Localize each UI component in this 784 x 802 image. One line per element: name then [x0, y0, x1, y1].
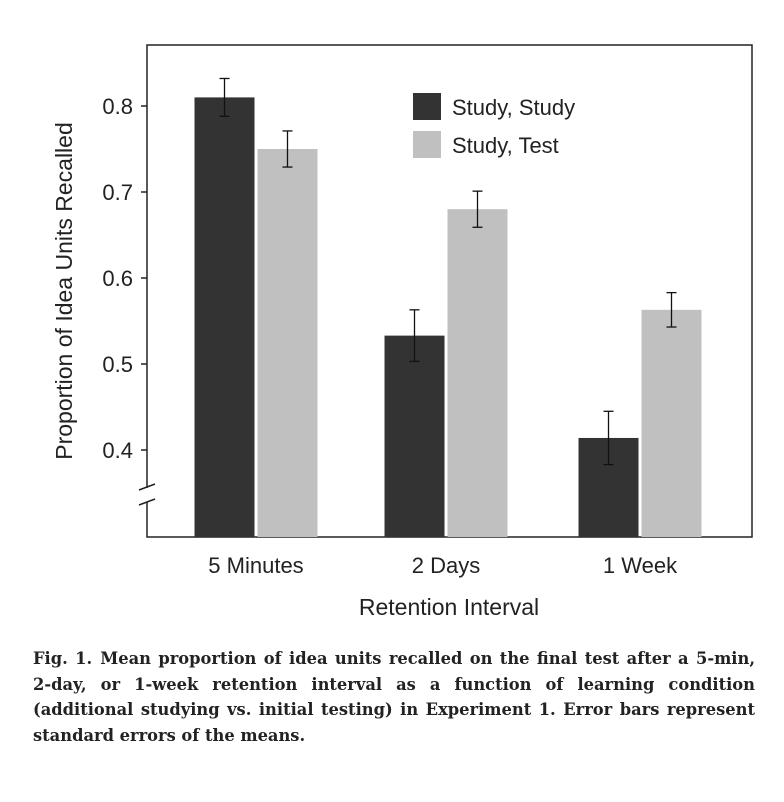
axis-break-mark: [138, 483, 156, 491]
legend-label: Study, Test: [452, 133, 559, 158]
x-axis-label: Retention Interval: [359, 594, 539, 620]
y-tick-label: 0.6: [102, 266, 133, 291]
figure-caption: Fig. 1. Mean proportion of idea units rec…: [33, 646, 755, 748]
legend-label: Study, Study: [452, 95, 575, 120]
bar: [194, 97, 255, 538]
error-bar: [472, 190, 483, 228]
error-bar: [666, 291, 677, 328]
error-bar: [409, 309, 420, 363]
y-tick-label: 0.4: [102, 438, 133, 463]
bar: [641, 309, 702, 537]
caption-label: Fig. 1.: [33, 649, 93, 668]
caption-text: Mean proportion of idea units recalled o…: [33, 649, 755, 745]
bar: [384, 335, 445, 537]
error-bar: [603, 410, 614, 466]
error-bar: [282, 130, 293, 168]
y-tick-label: 0.5: [102, 352, 133, 377]
y-tick-label: 0.8: [102, 94, 133, 119]
error-bar: [219, 77, 230, 117]
x-tick-label: 5 Minutes: [208, 553, 303, 578]
bar: [257, 149, 318, 537]
axis-break-gap: [140, 488, 154, 502]
x-tick-label: 2 Days: [412, 553, 480, 578]
bar: [447, 209, 508, 537]
y-tick-label: 0.7: [102, 180, 133, 205]
y-axis-label: Proportion of Idea Units Recalled: [51, 122, 77, 460]
axis-break-mark: [138, 498, 156, 506]
x-tick-label: 1 Week: [603, 553, 678, 578]
bar-chart: 0.4 0.5 0.6 0.7 0.8 5 Minutes 2 Days 1 Week St…: [51, 44, 753, 620]
legend-swatch: [413, 131, 441, 158]
legend-swatch: [413, 93, 441, 120]
